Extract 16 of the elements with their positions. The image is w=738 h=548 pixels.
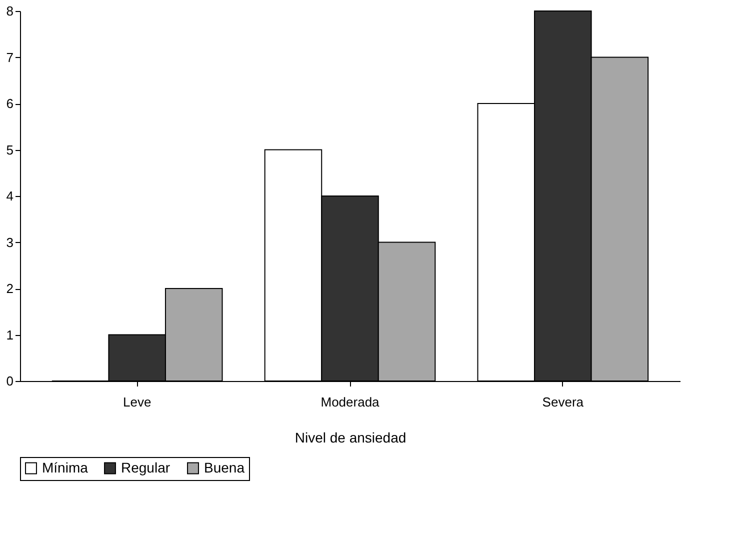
y-tick-label: 4 <box>6 188 14 204</box>
x-tick-label: Moderada <box>320 394 380 410</box>
legend-label: Buena <box>204 459 245 476</box>
y-tick-label: 1 <box>6 327 14 342</box>
x-tick-label: Leve <box>122 394 152 410</box>
x-axis-title: Nivel de ansiedad <box>294 430 406 446</box>
y-tick-label: 7 <box>6 50 14 65</box>
legend-label: Mínima <box>42 459 88 476</box>
legend-label: Regular <box>121 459 170 476</box>
y-tick-label: 3 <box>6 234 14 250</box>
x-tick-label: Severa <box>542 394 584 410</box>
y-tick-label: 5 <box>6 142 14 158</box>
y-tick-label: 8 <box>6 4 14 18</box>
y-tick-label: 6 <box>6 96 14 111</box>
y-tick-label: 2 <box>6 281 14 296</box>
y-tick-label: 0 <box>6 374 14 388</box>
